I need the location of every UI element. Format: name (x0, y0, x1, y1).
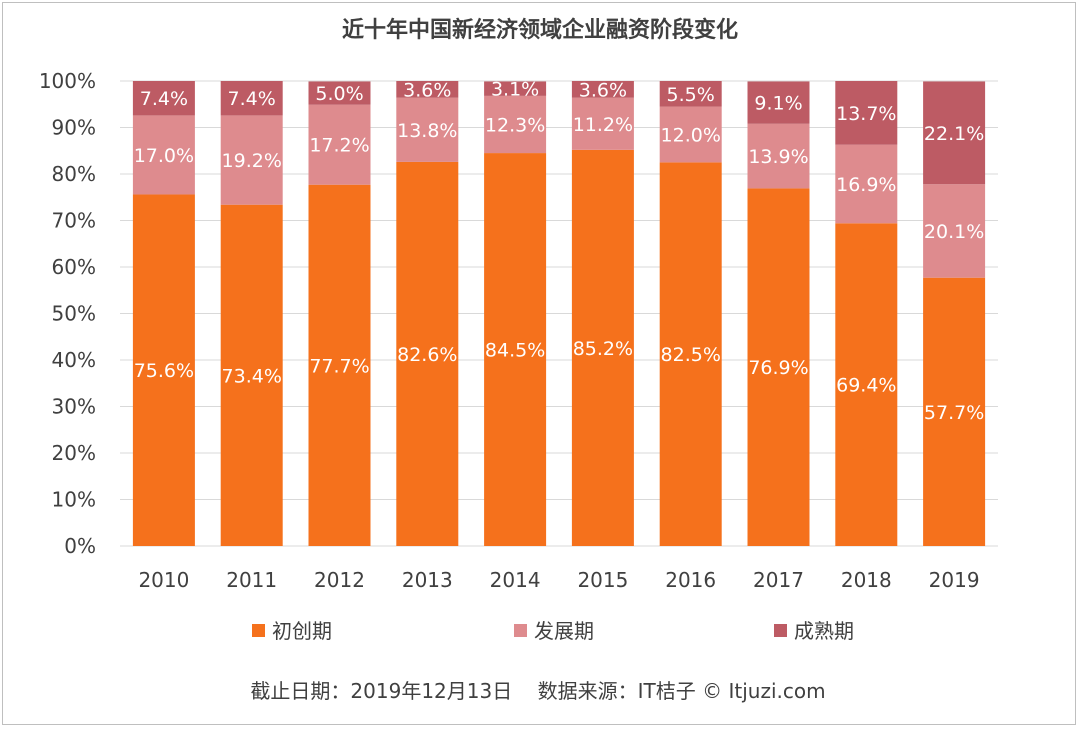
x-tick-label: 2016 (665, 568, 716, 592)
legend-label: 初创期 (272, 619, 332, 643)
data-label: 9.1% (754, 93, 802, 115)
data-label: 82.6% (397, 344, 457, 366)
x-tick-label: 2014 (490, 568, 541, 592)
data-label: 22.1% (924, 123, 984, 145)
y-axis: 0% 10% 20% 30% 40% 50% 60% 70% 80% 90% 100% (39, 69, 96, 558)
data-label: 17.2% (309, 135, 369, 157)
data-label: 13.7% (836, 103, 896, 125)
bar-segment (132, 81, 195, 116)
data-label: 7.4% (140, 88, 188, 110)
x-tick-label: 2012 (314, 568, 365, 592)
data-label: 5.0% (315, 83, 363, 105)
bar-segment (484, 95, 547, 154)
bars (132, 81, 986, 547)
bar-segment (835, 144, 898, 224)
bar-segment (571, 97, 634, 150)
bar-segment (923, 81, 986, 185)
data-label: 69.4% (836, 375, 896, 397)
data-labels: 75.6% 17.0% 7.4% 73.4% 19.2% 7.4% 77.7% 17.2% 5.… (134, 79, 985, 424)
y-tick-label: 70% (52, 209, 96, 233)
x-tick-label: 2010 (138, 568, 189, 592)
y-tick-label: 30% (52, 395, 96, 419)
x-tick-label: 2011 (226, 568, 277, 592)
x-tick-label: 2015 (577, 568, 628, 592)
data-label: 12.3% (485, 114, 545, 136)
data-label: 82.5% (661, 344, 721, 366)
bar-segment (835, 223, 898, 547)
data-label: 3.6% (403, 79, 451, 101)
data-label: 16.9% (836, 174, 896, 196)
bar-segment (308, 81, 371, 105)
data-label: 11.2% (573, 114, 633, 136)
data-label: 20.1% (924, 221, 984, 243)
legend: 初创期 发展期 成熟期 (252, 619, 854, 643)
data-label: 17.0% (134, 145, 194, 167)
source-note: 截止日期：2019年12月13日 数据来源：IT桔子 © Itjuzi.com (250, 679, 825, 703)
bar-segment (308, 104, 371, 185)
bar-segment (571, 149, 634, 546)
data-label: 7.4% (228, 88, 276, 110)
bar-segment (747, 123, 810, 189)
bar-segment (747, 81, 810, 124)
y-tick-label: 60% (52, 255, 96, 279)
bar-segment (132, 115, 195, 195)
bar-segment (308, 184, 371, 546)
bar-segment (484, 81, 547, 96)
legend-swatch (252, 624, 265, 637)
bar-segment (220, 115, 283, 205)
bar-segment (923, 277, 986, 546)
bar-segment (220, 81, 283, 116)
bar-segment (571, 81, 634, 98)
data-label: 57.7% (924, 402, 984, 424)
data-label: 12.0% (661, 124, 721, 146)
bar-segment (835, 81, 898, 145)
legend-label: 成熟期 (794, 619, 854, 643)
y-tick-label: 0% (64, 534, 96, 558)
bar-segment (396, 81, 459, 98)
data-label: 5.5% (667, 84, 715, 106)
x-tick-label: 2019 (929, 568, 980, 592)
data-label: 13.9% (748, 146, 808, 168)
bar-segment (923, 184, 986, 278)
y-tick-label: 40% (52, 348, 96, 372)
bar-segment (484, 153, 547, 546)
chart-title: 近十年中国新经济领域企业融资阶段变化 (342, 17, 738, 43)
y-tick-label: 90% (52, 116, 96, 140)
y-tick-label: 10% (52, 488, 96, 512)
data-label: 84.5% (485, 340, 545, 362)
x-axis: 2010 2011 2012 2013 2014 2015 2016 2017 2018 2019 (138, 568, 979, 592)
bar-segment (747, 188, 810, 547)
bar-segment (132, 194, 195, 546)
data-label: 75.6% (134, 360, 194, 382)
legend-swatch (774, 624, 787, 637)
y-tick-label: 20% (52, 441, 96, 465)
bar-segment (659, 162, 722, 546)
bar-segment (659, 106, 722, 163)
y-tick-label: 80% (52, 162, 96, 186)
data-label: 77.7% (309, 355, 369, 377)
bar-segment (396, 161, 459, 546)
x-tick-label: 2013 (402, 568, 453, 592)
legend-swatch (514, 624, 527, 637)
data-label: 73.4% (222, 365, 282, 387)
data-label: 19.2% (222, 150, 282, 172)
data-label: 76.9% (748, 357, 808, 379)
data-label: 3.1% (491, 79, 539, 101)
y-tick-label: 100% (39, 69, 96, 93)
bar-segment (220, 204, 283, 546)
data-label: 85.2% (573, 338, 633, 360)
bar-segment (396, 97, 459, 162)
y-tick-label: 50% (52, 302, 96, 326)
bar-segment (659, 81, 722, 107)
x-tick-label: 2017 (753, 568, 804, 592)
x-tick-label: 2018 (841, 568, 892, 592)
data-label: 13.8% (397, 120, 457, 142)
data-label: 3.6% (579, 79, 627, 101)
legend-label: 发展期 (534, 619, 594, 643)
